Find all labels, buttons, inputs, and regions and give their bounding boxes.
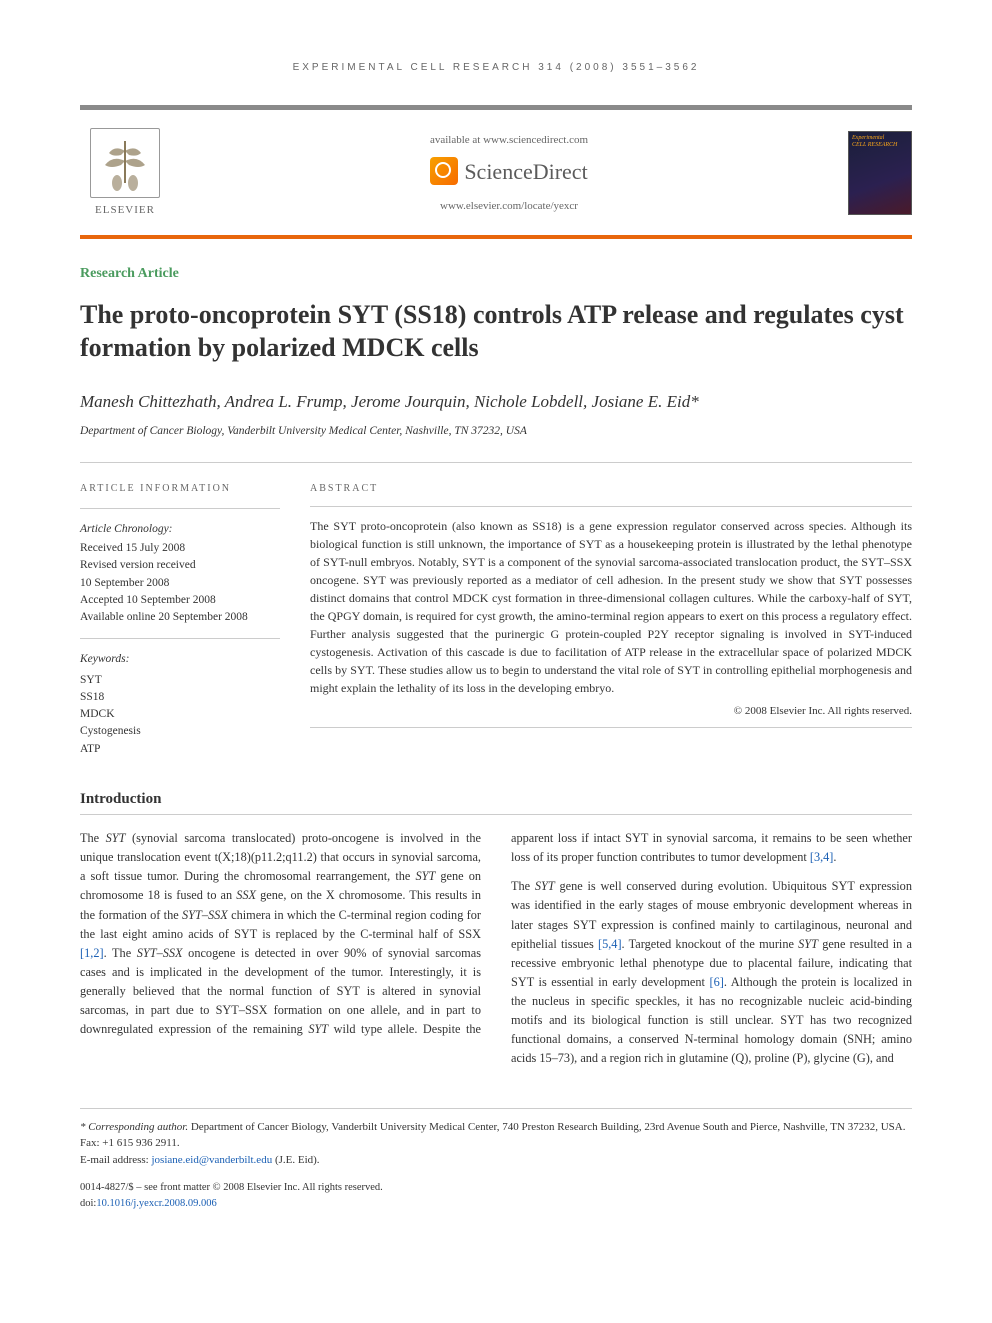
email-line: E-mail address: josiane.eid@vanderbilt.e… xyxy=(80,1152,912,1169)
divider xyxy=(310,506,912,507)
available-at-text: available at www.sciencedirect.com xyxy=(170,132,848,149)
keyword: Cystogenesis xyxy=(80,723,280,740)
cover-title-line1: Experimental xyxy=(852,135,908,142)
elsevier-tree-icon xyxy=(90,128,160,198)
email-suffix: (J.E. Eid). xyxy=(272,1154,319,1166)
citation-link[interactable]: [6] xyxy=(710,975,724,989)
journal-cover-thumbnail[interactable]: Experimental CELL RESEARCH xyxy=(848,131,912,215)
revised-date: 10 September 2008 xyxy=(80,575,280,592)
abstract-copyright: © 2008 Elsevier Inc. All rights reserved… xyxy=(310,703,912,720)
citation-link[interactable]: [1,2] xyxy=(80,946,104,960)
accepted-date: Accepted 10 September 2008 xyxy=(80,592,280,609)
citation-link[interactable]: [3,4] xyxy=(810,850,834,864)
divider xyxy=(310,727,912,728)
keyword: SS18 xyxy=(80,689,280,706)
elsevier-label: ELSEVIER xyxy=(80,202,170,219)
abstract-text: The SYT proto-oncoprotein (also known as… xyxy=(310,517,912,697)
abstract-column: ABSTRACT The SYT proto-oncoprotein (also… xyxy=(310,481,912,758)
citation-link[interactable]: [5,4] xyxy=(598,937,622,951)
sciencedirect-logo[interactable]: ScienceDirect xyxy=(430,155,587,188)
journal-url[interactable]: www.elsevier.com/locate/yexcr xyxy=(170,198,848,215)
article-title: The proto-oncoprotein SYT (SS18) control… xyxy=(80,298,912,366)
article-info-heading: ARTICLE INFORMATION xyxy=(80,481,280,496)
cover-title-line2: CELL RESEARCH xyxy=(852,142,908,149)
doi-line: doi:10.1016/j.yexcr.2008.09.006 xyxy=(80,1196,912,1212)
meta-abstract-row: ARTICLE INFORMATION Article Chronology: … xyxy=(80,462,912,758)
corresponding-author: * Corresponding author. Department of Ca… xyxy=(80,1119,912,1152)
available-online-date: Available online 20 September 2008 xyxy=(80,609,280,626)
masthead: ELSEVIER available at www.sciencedirect.… xyxy=(80,105,912,229)
corresponding-text: Department of Cancer Biology, Vanderbilt… xyxy=(80,1121,905,1150)
intro-paragraph-2: The SYT gene is well conserved during ev… xyxy=(511,877,912,1067)
sciencedirect-label: ScienceDirect xyxy=(464,155,587,188)
chronology-label: Article Chronology: xyxy=(80,521,280,538)
keyword: MDCK xyxy=(80,706,280,723)
introduction-heading: Introduction xyxy=(80,788,912,816)
article-info-column: ARTICLE INFORMATION Article Chronology: … xyxy=(80,481,280,758)
body-text: The SYT (synovial sarcoma translocated) … xyxy=(80,829,912,1068)
affiliation: Department of Cancer Biology, Vanderbilt… xyxy=(80,423,912,440)
divider xyxy=(80,508,280,509)
divider xyxy=(80,638,280,639)
revised-label: Revised version received xyxy=(80,557,280,574)
abstract-heading: ABSTRACT xyxy=(310,481,912,496)
sciencedirect-icon xyxy=(430,157,458,185)
keyword: ATP xyxy=(80,741,280,758)
received-date: Received 15 July 2008 xyxy=(80,540,280,557)
email-label: E-mail address: xyxy=(80,1154,151,1166)
keyword: SYT xyxy=(80,672,280,689)
keywords-label: Keywords: xyxy=(80,651,280,668)
article-type: Research Article xyxy=(80,263,912,284)
corresponding-label: * Corresponding author. xyxy=(80,1121,188,1133)
issn-copyright-line: 0014-4827/$ – see front matter © 2008 El… xyxy=(80,1180,912,1196)
author-list: Manesh Chittezhath, Andrea L. Frump, Jer… xyxy=(80,389,912,415)
orange-divider-bar xyxy=(80,235,912,239)
doi-link[interactable]: 10.1016/j.yexcr.2008.09.006 xyxy=(96,1198,216,1209)
footer: * Corresponding author. Department of Ca… xyxy=(80,1108,912,1212)
elsevier-logo[interactable]: ELSEVIER xyxy=(80,128,170,219)
running-head: EXPERIMENTAL CELL RESEARCH 314 (2008) 35… xyxy=(80,60,912,75)
email-link[interactable]: josiane.eid@vanderbilt.edu xyxy=(151,1154,272,1166)
